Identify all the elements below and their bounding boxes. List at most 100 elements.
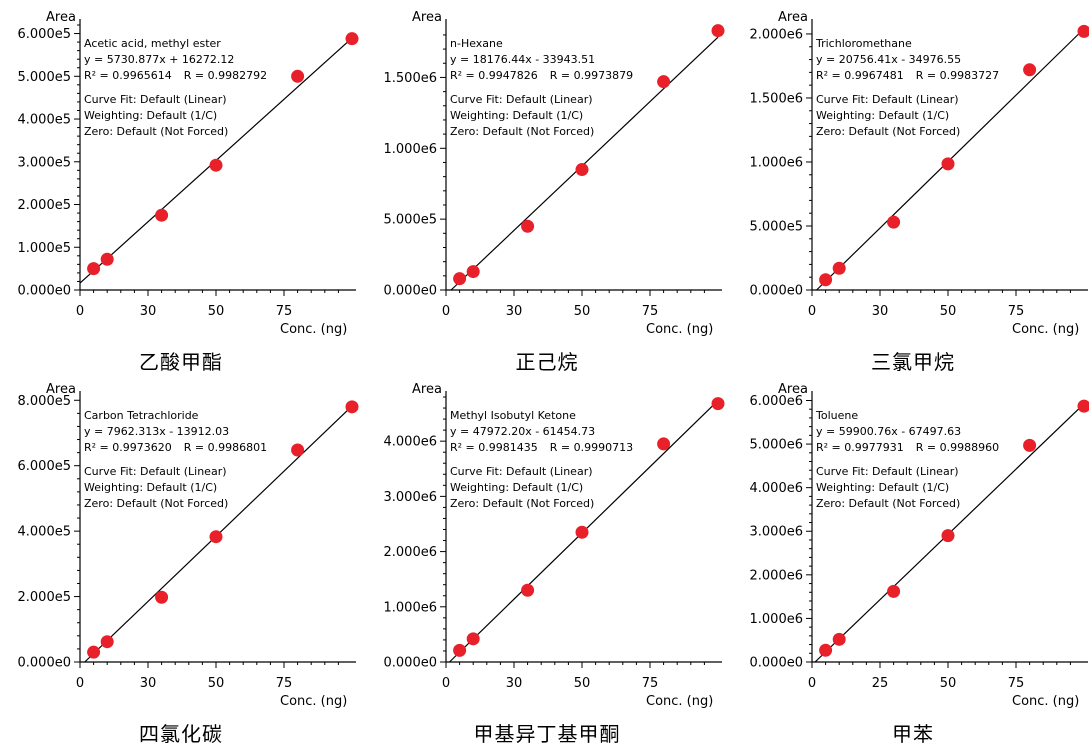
r-value: R = 0.9983727 [916, 69, 999, 82]
x-tick-label: 0 [442, 676, 450, 691]
zero-text: Zero: Default (Not Forced) [450, 496, 633, 512]
fit-info-box: n-Hexane y = 18176.44x - 33943.51 R² = 0… [450, 36, 633, 140]
x-tick-label: 0 [76, 676, 84, 691]
x-tick-label: 30 [872, 304, 889, 319]
y-tick-label: 6.000e5 [18, 27, 72, 42]
x-tick-label: 50 [940, 304, 957, 319]
curve-fit-text: Curve Fit: Default (Linear) [450, 92, 633, 108]
y-tick-label: 1.500e6 [384, 71, 438, 86]
data-point [712, 397, 725, 410]
x-tick-label: 30 [140, 304, 157, 319]
data-point [155, 209, 168, 222]
zero-text: Zero: Default (Not Forced) [816, 124, 999, 140]
data-point [453, 272, 466, 285]
r-value: R = 0.9986801 [184, 441, 267, 454]
x-tick-label: 50 [208, 304, 225, 319]
weighting-text: Weighting: Default (1/C) [84, 480, 267, 496]
y-tick-label: 3.000e6 [384, 490, 438, 505]
y-tick-label: 0.000e0 [18, 656, 72, 671]
x-tick-label: 50 [574, 304, 591, 319]
y-tick-label: 1.000e6 [384, 142, 438, 157]
y-tick-label: 2.000e6 [750, 568, 804, 583]
zero-text: Zero: Default (Not Forced) [450, 124, 633, 140]
r-squared-value: R² = 0.9981435 [450, 441, 538, 454]
x-tick-label: 75 [276, 676, 293, 691]
r-squared-value: R² = 0.9977931 [816, 441, 904, 454]
r-squared-value: R² = 0.9973620 [84, 441, 172, 454]
fit-info-box: Toluene y = 59900.76x - 67497.63 R² = 0.… [816, 408, 999, 512]
y-tick-label: 6.000e6 [750, 394, 804, 409]
x-tick-label: 75 [1008, 676, 1025, 691]
data-point [101, 253, 114, 266]
y-tick-label: 3.000e5 [18, 155, 72, 170]
y-tick-label: 2.000e5 [18, 198, 72, 213]
y-tick-label: 3.000e6 [750, 525, 804, 540]
zero-text: Zero: Default (Not Forced) [84, 124, 267, 140]
y-tick-label: 1.000e6 [750, 155, 804, 170]
data-point [887, 585, 900, 598]
fit-equation: y = 18176.44x - 33943.51 [450, 52, 633, 68]
data-point [210, 159, 223, 172]
x-axis-label: Conc. (ng) [280, 694, 347, 709]
y-tick-label: 5.000e5 [18, 70, 72, 85]
y-tick-label: 0.000e0 [750, 656, 804, 671]
data-point [942, 529, 955, 542]
x-tick-label: 30 [506, 304, 523, 319]
y-tick-label: 8.000e5 [18, 394, 72, 409]
y-tick-label: 0.000e0 [750, 284, 804, 299]
data-point [1023, 63, 1036, 76]
fit-info-box: Trichloromethane y = 20756.41x - 34976.5… [816, 36, 999, 140]
x-tick-label: 0 [808, 676, 816, 691]
compound-caption: 甲苯 [732, 718, 1089, 747]
data-point [576, 526, 589, 539]
compound-caption: 三氯甲烷 [732, 346, 1089, 375]
y-tick-label: 4.000e5 [18, 525, 72, 540]
y-tick-label: 1.000e6 [384, 600, 438, 615]
data-point [346, 400, 359, 413]
r-value: R = 0.9973879 [550, 69, 633, 82]
y-tick-label: 4.000e6 [750, 481, 804, 496]
y-tick-label: 0.000e0 [18, 284, 72, 299]
x-axis-label: Conc. (ng) [646, 694, 713, 709]
curve-fit-text: Curve Fit: Default (Linear) [816, 92, 999, 108]
weighting-text: Weighting: Default (1/C) [450, 480, 633, 496]
y-tick-label: 1.000e5 [18, 241, 72, 256]
curve-fit-text: Curve Fit: Default (Linear) [450, 464, 633, 480]
curve-fit-text: Curve Fit: Default (Linear) [84, 92, 267, 108]
data-point [87, 262, 100, 275]
data-point [453, 644, 466, 657]
zero-text: Zero: Default (Not Forced) [816, 496, 999, 512]
data-point [833, 633, 846, 646]
fit-equation: y = 47972.20x - 61454.73 [450, 424, 633, 440]
x-tick-label: 50 [208, 676, 225, 691]
r-value: R = 0.9990713 [550, 441, 633, 454]
compound-name: Trichloromethane [816, 36, 999, 52]
data-point [291, 444, 304, 457]
data-point [1078, 400, 1089, 413]
compound-name: Methyl Isobutyl Ketone [450, 408, 633, 424]
data-point [1023, 439, 1036, 452]
data-point [1078, 25, 1089, 38]
fit-info-box: Methyl Isobutyl Ketone y = 47972.20x - 6… [450, 408, 633, 512]
data-point [87, 646, 100, 659]
curve-fit-text: Curve Fit: Default (Linear) [84, 464, 267, 480]
r-value: R = 0.9982792 [184, 69, 267, 82]
compound-name: n-Hexane [450, 36, 633, 52]
data-point [210, 530, 223, 543]
data-point [657, 75, 670, 88]
y-tick-label: 4.000e5 [18, 113, 72, 128]
compound-caption: 四氯化碳 [0, 718, 362, 747]
data-point [346, 32, 359, 45]
data-point [942, 157, 955, 170]
fit-equation: y = 20756.41x - 34976.55 [816, 52, 999, 68]
data-point [467, 265, 480, 278]
compound-caption: 乙酸甲酯 [0, 346, 362, 375]
weighting-text: Weighting: Default (1/C) [816, 480, 999, 496]
x-tick-label: 0 [442, 304, 450, 319]
zero-text: Zero: Default (Not Forced) [84, 496, 267, 512]
